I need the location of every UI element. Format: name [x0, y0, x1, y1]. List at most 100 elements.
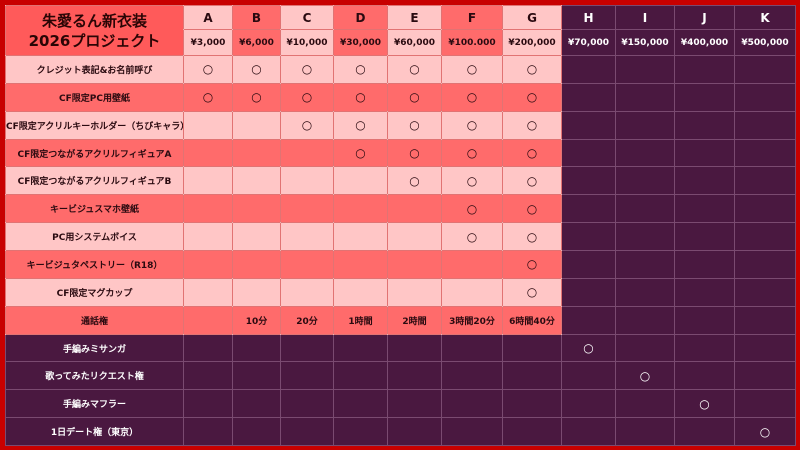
column-letter-text: C	[302, 10, 312, 25]
row-label: 1日デート権（東京）	[5, 417, 184, 447]
reward-cell-text: ○	[202, 90, 214, 105]
reward-cell: ○	[280, 110, 334, 140]
reward-cell-text: ○	[409, 173, 420, 188]
reward-cell	[734, 110, 796, 140]
reward-cell	[387, 389, 442, 419]
reward-cell	[183, 305, 233, 335]
column-letter-text: H	[583, 10, 594, 25]
reward-cell	[183, 277, 233, 307]
column-letter: K	[734, 5, 796, 30]
reward-cell-text: ○	[466, 173, 478, 188]
reward-cell-text: 6時間40分	[509, 316, 555, 327]
row-label-text: 通話権	[80, 316, 108, 327]
reward-cell: ○	[280, 55, 334, 84]
reward-cell	[615, 333, 675, 363]
column-letter-text: A	[203, 10, 213, 25]
reward-cell	[232, 110, 281, 140]
reward-cell: ○	[502, 110, 562, 140]
reward-cell	[183, 250, 233, 279]
reward-cell: ○	[502, 166, 562, 196]
reward-cell-text: ○	[409, 90, 420, 105]
reward-cell	[441, 277, 503, 307]
reward-cell	[615, 222, 675, 252]
column-letter: E	[387, 5, 442, 30]
reward-cell: ○	[441, 55, 503, 84]
reward-cell	[387, 222, 442, 252]
reward-cell: 2時間	[387, 305, 442, 335]
reward-cell	[615, 55, 675, 84]
column-letter-text: B	[251, 10, 262, 25]
column-price: ¥400,000	[674, 29, 735, 56]
reward-cell-text: ○	[759, 424, 771, 439]
reward-cell	[615, 138, 675, 168]
reward-cell-text: ○	[466, 62, 478, 77]
reward-cell	[734, 389, 796, 419]
reward-cell: ○	[333, 110, 388, 140]
column-letter-text: J	[702, 10, 707, 25]
reward-cell-text: ○	[639, 368, 651, 383]
reward-cell-text: ○	[301, 90, 313, 105]
reward-cell: ○	[502, 222, 562, 252]
reward-cell: ○	[441, 82, 503, 112]
reward-cell: ○	[502, 277, 562, 307]
row-label: CF限定PC用壁紙	[5, 82, 184, 112]
column-letter: C	[280, 5, 334, 30]
reward-cell: ○	[387, 82, 442, 112]
reward-cell	[734, 194, 796, 224]
reward-cell	[561, 250, 616, 279]
reward-cell-text: ○	[301, 62, 313, 77]
column-price-text: ¥6,000	[239, 37, 274, 48]
column-price: ¥3,000	[183, 29, 233, 56]
column-letter: B	[232, 5, 281, 30]
reward-cell	[441, 333, 503, 363]
reward-cell	[441, 250, 503, 279]
reward-cell	[333, 277, 388, 307]
reward-cell-text: 10分	[245, 316, 268, 327]
reward-cell	[674, 222, 735, 252]
reward-cell: ○	[674, 389, 735, 419]
reward-cell	[561, 138, 616, 168]
row-label-text: キービジュタペストリー（R18）	[26, 260, 163, 271]
reward-cell	[615, 277, 675, 307]
reward-cell-text: ○	[409, 118, 420, 133]
reward-cell: ○	[387, 166, 442, 196]
reward-cell	[183, 166, 233, 196]
reward-cell	[183, 333, 233, 363]
reward-cell	[333, 250, 388, 279]
reward-cell	[734, 55, 796, 84]
reward-cell-text: ○	[409, 146, 420, 160]
reward-cell	[615, 194, 675, 224]
reward-cell: ○	[333, 82, 388, 112]
reward-cell: ○	[441, 110, 503, 140]
reward-cell	[734, 333, 796, 363]
reward-cell-text: ○	[466, 118, 478, 133]
reward-cell	[561, 222, 616, 252]
reward-cell: ○	[502, 138, 562, 168]
reward-cell-text: ○	[526, 118, 538, 133]
reward-cell: 3時間20分	[441, 305, 503, 335]
reward-cell	[561, 417, 616, 447]
column-price-text: ¥200,000	[508, 37, 556, 48]
reward-cell	[280, 389, 334, 419]
reward-cell	[502, 333, 562, 363]
column-letter: H	[561, 5, 616, 30]
reward-cell	[333, 389, 388, 419]
reward-cell-text: ○	[526, 146, 538, 160]
reward-cell: ○	[734, 417, 796, 447]
reward-cell	[561, 305, 616, 335]
row-label: CF限定つながるアクリルフィギュアB	[5, 166, 184, 196]
reward-cell-text: ○	[466, 201, 478, 216]
reward-cell	[674, 333, 735, 363]
reward-cell	[333, 361, 388, 391]
reward-cell	[561, 194, 616, 224]
reward-cell-text: ○	[526, 173, 538, 188]
table-wrap: 朱愛るん新衣装 2026プロジェクト A B C D E F G H I J K ¥3,000 ¥6,000…	[5, 5, 796, 447]
row-label: 歌ってみたリクエスト権	[5, 361, 184, 391]
reward-cell: ○	[387, 110, 442, 140]
reward-cell	[734, 82, 796, 112]
reward-cell	[183, 389, 233, 419]
column-letter: D	[333, 5, 388, 30]
column-price: ¥30,000	[333, 29, 388, 56]
reward-cell	[734, 222, 796, 252]
row-label-text: PC用システムボイス	[52, 233, 137, 244]
